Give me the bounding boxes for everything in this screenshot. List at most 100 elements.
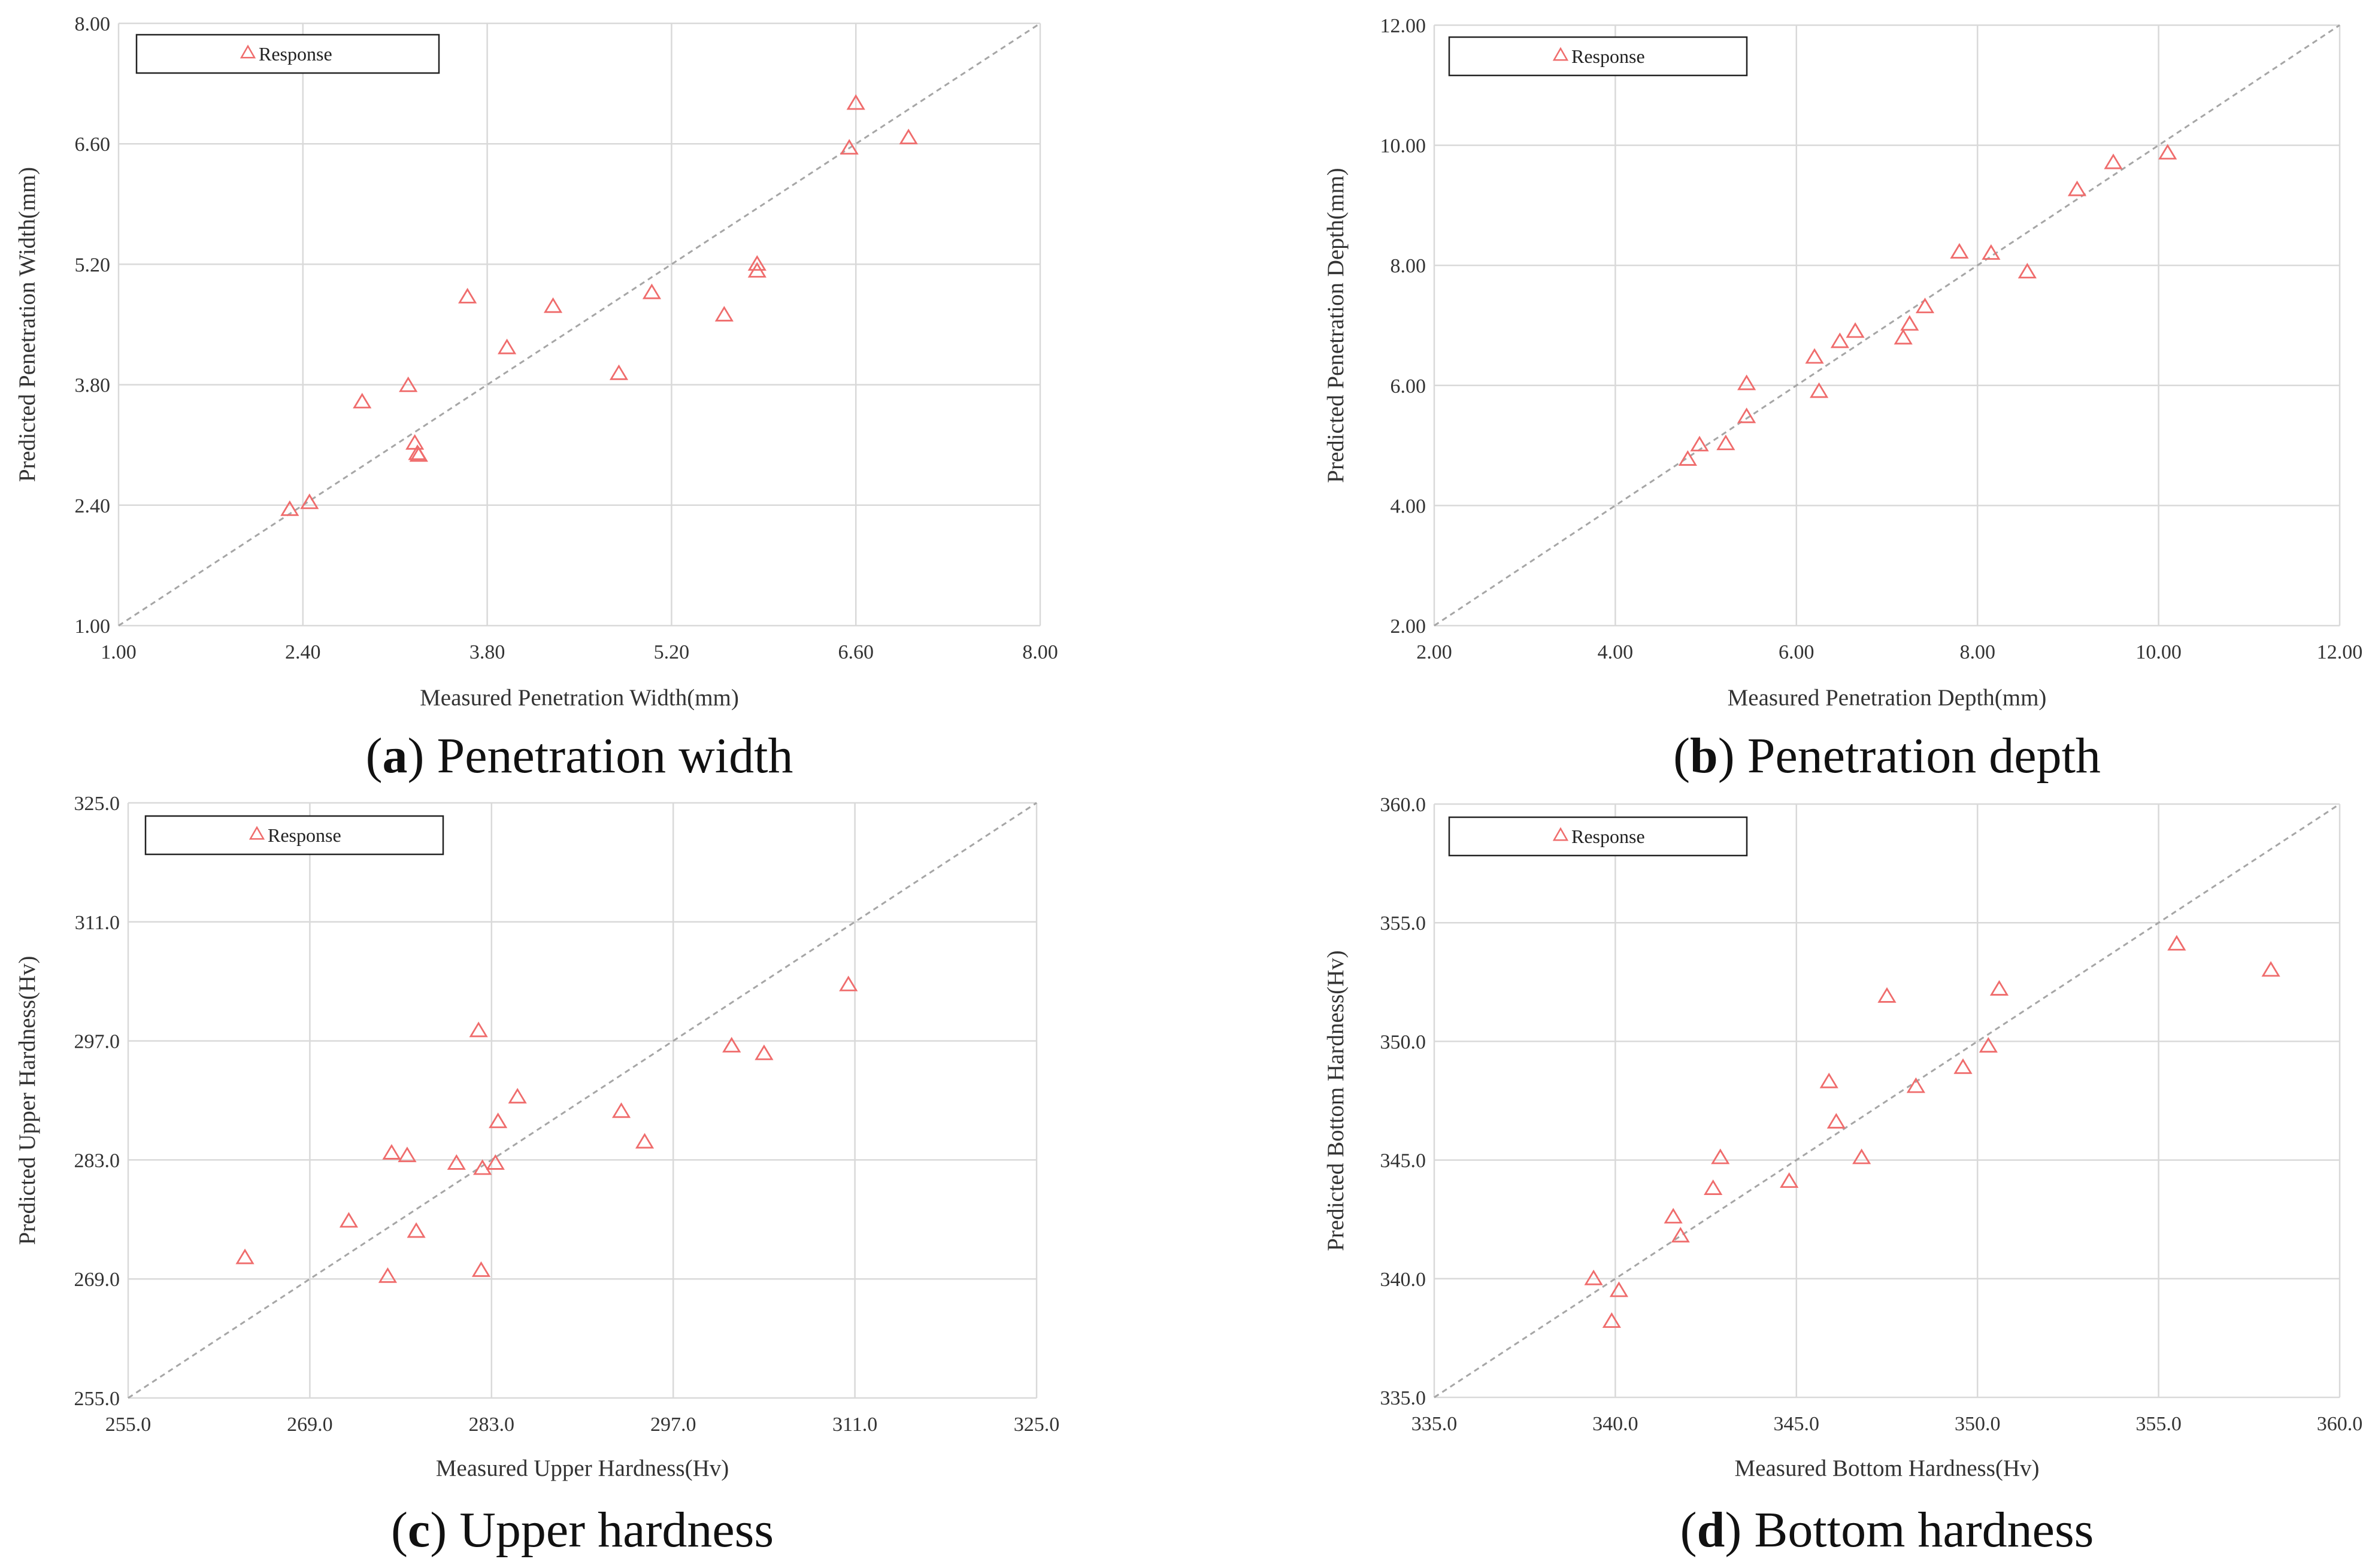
x-tick-label: 269.0: [287, 1414, 333, 1436]
caption-close-paren: ): [1718, 728, 1747, 784]
caption: (b) Penetration depth: [1673, 728, 2101, 784]
data-point: [458, 287, 477, 304]
y-tick-label: 3.80: [75, 375, 111, 397]
data-point: [1979, 1037, 1998, 1053]
caption: (a) Penetration width: [366, 728, 793, 784]
legend-box: [1448, 816, 1748, 857]
caption-text: Penetration depth: [1747, 728, 2101, 784]
y-tick-label: 4.00: [1391, 495, 1426, 517]
data-point: [1982, 244, 2001, 260]
legend: Response: [1448, 816, 1748, 857]
data-point: [747, 262, 767, 278]
caption-letter: c: [408, 1502, 430, 1558]
y-tick-label: 335.0: [1380, 1387, 1426, 1409]
caption: (c) Upper hardness: [391, 1502, 774, 1558]
y-tick-label: 10.00: [1380, 135, 1426, 157]
y-axis-title: Predicted Bottom Hardness(Hv): [1323, 950, 1349, 1251]
data-point: [1704, 1179, 1723, 1195]
legend-marker-icon: [240, 44, 256, 59]
x-tick-label: 297.0: [650, 1414, 696, 1436]
data-point: [1894, 329, 1913, 345]
y-tick-label: 6.60: [75, 134, 111, 156]
legend-box: [144, 815, 444, 856]
legend-marker-icon: [249, 826, 265, 840]
legend-box: [1448, 36, 1748, 77]
data-point: [840, 139, 859, 155]
y-tick-label: 345.0: [1380, 1150, 1426, 1172]
reference-line: [1434, 24, 2340, 627]
data-point: [473, 1159, 492, 1175]
caption-letter: b: [1690, 728, 1718, 784]
caption-open-paren: (: [366, 728, 383, 784]
data-point: [611, 1102, 631, 1118]
x-tick-label: 350.0: [1955, 1413, 2001, 1435]
x-tick-label: 6.00: [1779, 641, 1814, 663]
data-point: [1584, 1269, 1603, 1285]
x-tick-label: 6.60: [838, 641, 874, 663]
x-tick-label: 3.80: [469, 641, 505, 663]
data-point: [846, 94, 865, 110]
chart-a: 1.00 2.40 3.80 5.20 6.60 8.00 1.00 2.40 3.80 5.20…: [14, 13, 1058, 784]
y-tick-label: 255.0: [74, 1388, 120, 1410]
data-point: [2067, 180, 2087, 196]
data-point: [1602, 1312, 1621, 1328]
y-tick-label: 297.0: [74, 1031, 120, 1053]
data-point: [398, 1147, 417, 1163]
x-tick-label: 335.0: [1411, 1413, 1458, 1435]
legend-box: [135, 34, 440, 74]
data-point: [2167, 935, 2186, 951]
y-tick-label: 340.0: [1380, 1269, 1426, 1291]
data-point: [1805, 348, 1824, 364]
x-tick-label: 311.0: [832, 1414, 877, 1436]
y-axis-title: Predicted Upper Hardness(Hv): [14, 956, 40, 1245]
caption-letter: a: [383, 728, 408, 784]
data-point: [1664, 1208, 1683, 1224]
reference-line: [128, 802, 1037, 1399]
x-axis-title: Measured Bottom Hardness(Hv): [1734, 1455, 2039, 1481]
data-point: [339, 1212, 359, 1228]
y-tick-label: 311.0: [75, 912, 120, 934]
data-point: [1989, 979, 2009, 996]
data-point: [405, 434, 425, 450]
x-tick-label: 340.0: [1592, 1413, 1638, 1435]
y-tick-label: 6.00: [1391, 375, 1426, 398]
data-point: [382, 1144, 401, 1160]
data-point: [1900, 315, 1919, 331]
data-point: [1716, 434, 1735, 450]
x-tick-label: 12.00: [2317, 641, 2363, 663]
y-tick-label: 355.0: [1380, 912, 1426, 935]
y-tick-label: 1.00: [75, 615, 111, 638]
y-tick-label: 360.0: [1380, 794, 1426, 816]
data-point: [1819, 1072, 1838, 1088]
x-tick-label: 1.00: [101, 641, 137, 663]
y-tick-label: 8.00: [75, 13, 111, 35]
caption-open-paren: (: [1673, 728, 1690, 784]
x-tick-label: 2.00: [1416, 641, 1452, 663]
y-tick-label: 325.0: [74, 793, 120, 815]
chart-d: 335.0 340.0 345.0 350.0 355.0 360.0 335.0 340.0…: [1323, 794, 2362, 1558]
data-point: [235, 1248, 255, 1264]
data-point: [747, 255, 767, 271]
caption-close-paren: ): [1725, 1502, 1754, 1558]
x-tick-label: 10.00: [2135, 641, 2182, 663]
y-tick-label: 2.40: [75, 495, 111, 517]
x-axis-title: Measured Upper Hardness(Hv): [436, 1455, 729, 1481]
data-point: [1830, 332, 1849, 348]
data-point: [1711, 1148, 1730, 1164]
x-tick-label: 5.20: [654, 641, 690, 663]
y-axis-title: Predicted Penetration Width(mm): [14, 167, 40, 482]
x-tick-label: 360.0: [2317, 1413, 2363, 1435]
y-tick-label: 8.00: [1391, 255, 1426, 277]
x-axis-title: Measured Penetration Width(mm): [420, 685, 739, 711]
reference-line: [1434, 803, 2340, 1399]
y-axis-title: Predicted Penetration Depth(mm): [1323, 168, 1349, 483]
data-point: [2158, 144, 2177, 160]
data-point: [642, 283, 662, 299]
data-point: [1671, 1227, 1690, 1243]
y-tick-label: 2.00: [1391, 615, 1426, 638]
data-point: [1609, 1281, 1629, 1297]
caption: (d) Bottom hardness: [1680, 1502, 2094, 1558]
legend-label: Response: [1571, 46, 1645, 67]
data-point: [353, 393, 372, 409]
caption-open-paren: (: [391, 1502, 408, 1558]
